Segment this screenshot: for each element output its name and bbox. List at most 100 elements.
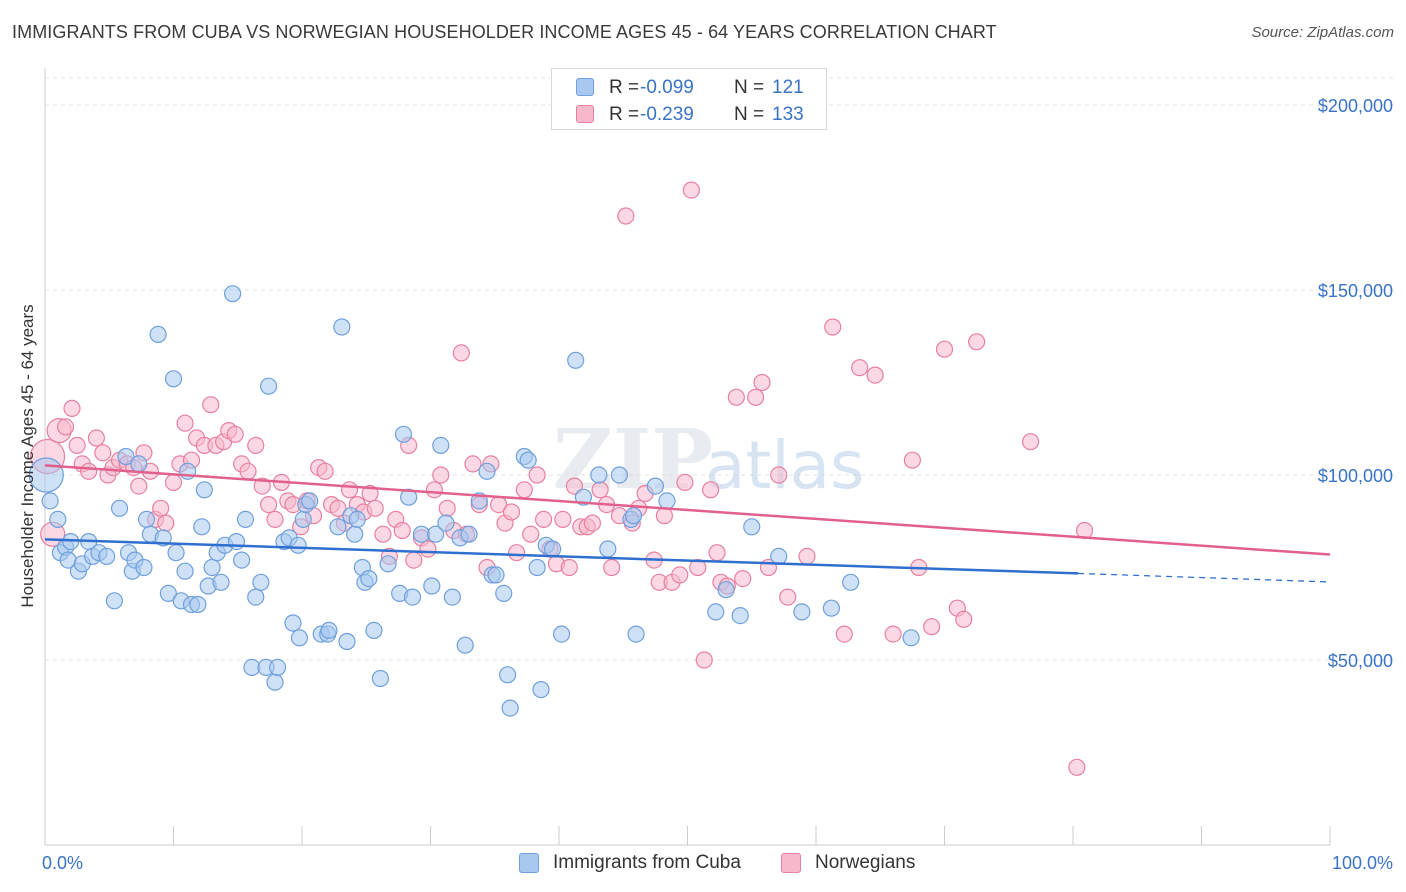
cuba-point — [203, 558, 221, 577]
norwegians-point — [316, 462, 334, 480]
norwegians-point — [432, 466, 450, 484]
cuba-point — [268, 658, 287, 677]
norwegians-point — [374, 525, 392, 543]
cuba-point — [117, 447, 135, 466]
norwegians-point — [528, 466, 546, 484]
cuba-point — [164, 370, 183, 388]
cuba-point — [400, 488, 418, 506]
legend-n-label: N = — [734, 77, 765, 98]
cuba-point — [252, 573, 270, 591]
y-tick-label: $100,000 — [1318, 466, 1393, 486]
cuba-point — [394, 425, 413, 443]
norwegians-point — [753, 373, 771, 392]
cuba-point — [528, 558, 546, 577]
norwegians-point — [502, 503, 521, 521]
cuba-point — [189, 595, 207, 614]
norwegians-point — [560, 558, 578, 577]
norwegians-point — [56, 418, 75, 436]
cuba-point — [290, 629, 309, 647]
cuba-point — [289, 536, 307, 554]
norwegians-point — [903, 451, 921, 469]
norwegians-point — [164, 473, 183, 491]
norwegians-point — [554, 510, 572, 529]
norwegians-point — [202, 396, 220, 414]
watermark-atlas: atlas — [705, 427, 865, 504]
norwegians-point — [329, 499, 347, 517]
cuba-point — [432, 436, 450, 454]
cuba-point — [403, 588, 422, 606]
norwegians-point — [130, 477, 148, 495]
cuba-point — [346, 525, 364, 543]
legend-swatch-norwegians — [576, 105, 594, 123]
cuba-point — [193, 518, 211, 536]
cuba-point — [224, 285, 242, 303]
norwegians-point — [591, 481, 609, 499]
cuba-point — [501, 699, 519, 717]
norwegians-point — [405, 551, 423, 569]
cuba-point — [233, 551, 251, 569]
norwegians-point — [253, 477, 271, 495]
bottom-legend-label-norwegians: Norwegians — [815, 852, 916, 873]
norwegians-point — [671, 566, 689, 584]
legend-swatch-cuba — [576, 78, 594, 96]
norwegians-point — [798, 547, 816, 566]
cuba-point — [137, 510, 156, 529]
norwegians-point — [935, 340, 954, 358]
watermark: ZIP atlas — [553, 412, 865, 508]
y-tick-label: $150,000 — [1318, 281, 1393, 301]
y-tick-label: $50,000 — [1328, 651, 1393, 671]
cuba-point — [348, 510, 366, 529]
cuba-point — [333, 318, 351, 336]
cuba-point — [212, 573, 230, 591]
norwegians-point — [583, 514, 602, 532]
cuba-point — [320, 621, 338, 640]
norwegians-point — [515, 481, 533, 499]
y-tick-label: $200,000 — [1318, 96, 1393, 116]
cuba-point — [105, 592, 123, 610]
norwegians-point — [259, 496, 278, 514]
cuba-point — [443, 588, 461, 606]
cuba-point — [284, 614, 302, 632]
cuba-point — [427, 525, 445, 543]
norwegians-point — [63, 399, 81, 417]
trend-lines — [44, 464, 1331, 583]
cuba-point — [574, 488, 593, 506]
norwegians-point — [152, 499, 170, 517]
cuba-point — [227, 532, 246, 551]
cuba-point — [167, 544, 185, 562]
norwegians-point — [851, 359, 869, 377]
x-tick-labels: 0.0% 100.0% — [42, 853, 1393, 873]
legend-n-value: 133 — [772, 104, 804, 125]
cuba-point — [842, 573, 860, 591]
norwegians-point — [247, 436, 265, 454]
norwegians-point — [80, 462, 98, 480]
cuba-point — [519, 451, 537, 469]
norwegians-point — [884, 625, 902, 643]
cuba-points — [28, 285, 920, 717]
cuba-point — [543, 540, 562, 558]
cuba-point — [599, 540, 617, 558]
norwegians-points — [29, 181, 1094, 776]
norwegians-point — [452, 344, 470, 362]
cuba-trend-line — [44, 538, 1079, 575]
cuba-point — [610, 466, 628, 484]
norwegians-point — [779, 588, 797, 606]
norwegians-point — [239, 462, 257, 480]
cuba-point — [460, 525, 478, 543]
norwegians-point — [824, 318, 842, 336]
bottom-legend-swatch-cuba — [519, 853, 539, 873]
norwegians-point — [565, 477, 584, 495]
cuba-point — [247, 588, 265, 606]
norwegians-point — [603, 558, 621, 577]
legend-n-value: 121 — [772, 77, 804, 98]
legend-r-value: -0.239 — [640, 104, 694, 125]
cuba-point — [49, 510, 67, 529]
chart-title: IMMIGRANTS FROM CUBA VS NORWEGIAN HOUSEH… — [12, 22, 997, 42]
cuba-point — [567, 351, 585, 369]
norwegians-point — [438, 499, 456, 517]
y-axis-label: Householder Income Ages 45 - 64 years — [18, 304, 37, 607]
norwegians-point — [266, 510, 284, 529]
norwegians-point — [94, 444, 112, 462]
cuba-point — [236, 510, 255, 529]
